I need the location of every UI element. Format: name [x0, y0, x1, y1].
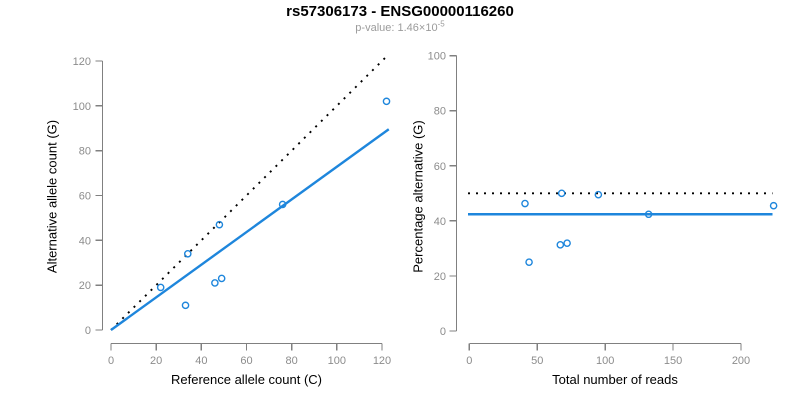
y-tick-label: 40: [434, 216, 446, 228]
x-tick-label: 200: [732, 355, 750, 367]
data-point: [211, 279, 219, 287]
plot-title: rs57306173 - ENSG00000116260: [286, 3, 514, 20]
x-tick-label: 50: [531, 355, 543, 367]
data-point: [644, 210, 653, 219]
data-point: [525, 258, 533, 266]
data-point: [556, 241, 565, 249]
x-tick-label: 80: [286, 355, 298, 367]
y-tick-label: 20: [434, 271, 446, 283]
data-point: [183, 249, 192, 258]
y-tick-label: 100: [73, 101, 91, 113]
y-tick-label: 20: [79, 280, 91, 292]
x-tick-label: 0: [466, 355, 472, 367]
data-point: [181, 301, 190, 310]
data-point: [278, 200, 287, 209]
y-tick-label: 0: [440, 326, 446, 338]
data-point: [521, 199, 529, 208]
data-point: [557, 189, 566, 198]
left-xaxis-label: Reference allele count (C): [170, 372, 323, 387]
data-point: [563, 239, 571, 247]
fit-line: [110, 128, 390, 331]
pvalue-text: p-value: 1.46×10: [355, 22, 438, 34]
y-tick-label: 80: [79, 146, 91, 158]
x-tick-label: 60: [240, 355, 252, 367]
data-point: [594, 190, 603, 199]
right-plot: 0 20 40 60 80 100 0 50 100 150 200: [428, 51, 778, 367]
data-point: [769, 201, 778, 210]
y-tick-label: 80: [434, 106, 446, 118]
y-tick-label: 120: [73, 56, 91, 68]
plot-subtitle: p-value: 1.46×10-5: [0, 19, 800, 34]
right-yaxis-label: Percentage alternative (G): [410, 120, 426, 273]
x-tick-label: 100: [596, 355, 614, 367]
identity-line: [110, 53, 390, 331]
data-point: [382, 97, 391, 106]
y-tick-label: 40: [79, 235, 91, 247]
y-tick-label: 100: [428, 51, 446, 63]
x-tick-label: 20: [150, 355, 162, 367]
left-plot: 0 20 40 60 80 100 120 0 20 40 60 80 100 120: [73, 53, 391, 367]
data-point: [217, 274, 226, 283]
x-tick-label: 0: [108, 355, 114, 367]
data-point: [215, 220, 224, 229]
x-tick-label: 120: [373, 355, 391, 367]
x-tick-label: 40: [195, 355, 207, 367]
y-tick-label: 60: [79, 190, 91, 202]
x-tick-label: 150: [664, 355, 682, 367]
y-tick-label: 0: [85, 325, 91, 337]
pvalue-exponent: -5: [437, 19, 445, 29]
x-tick-label: 100: [328, 355, 346, 367]
left-yaxis-label: Alternative allele count (G): [44, 119, 60, 274]
data-point: [156, 283, 165, 292]
right-xaxis-label: Total number of reads: [552, 372, 678, 387]
y-tick-label: 60: [434, 161, 446, 173]
